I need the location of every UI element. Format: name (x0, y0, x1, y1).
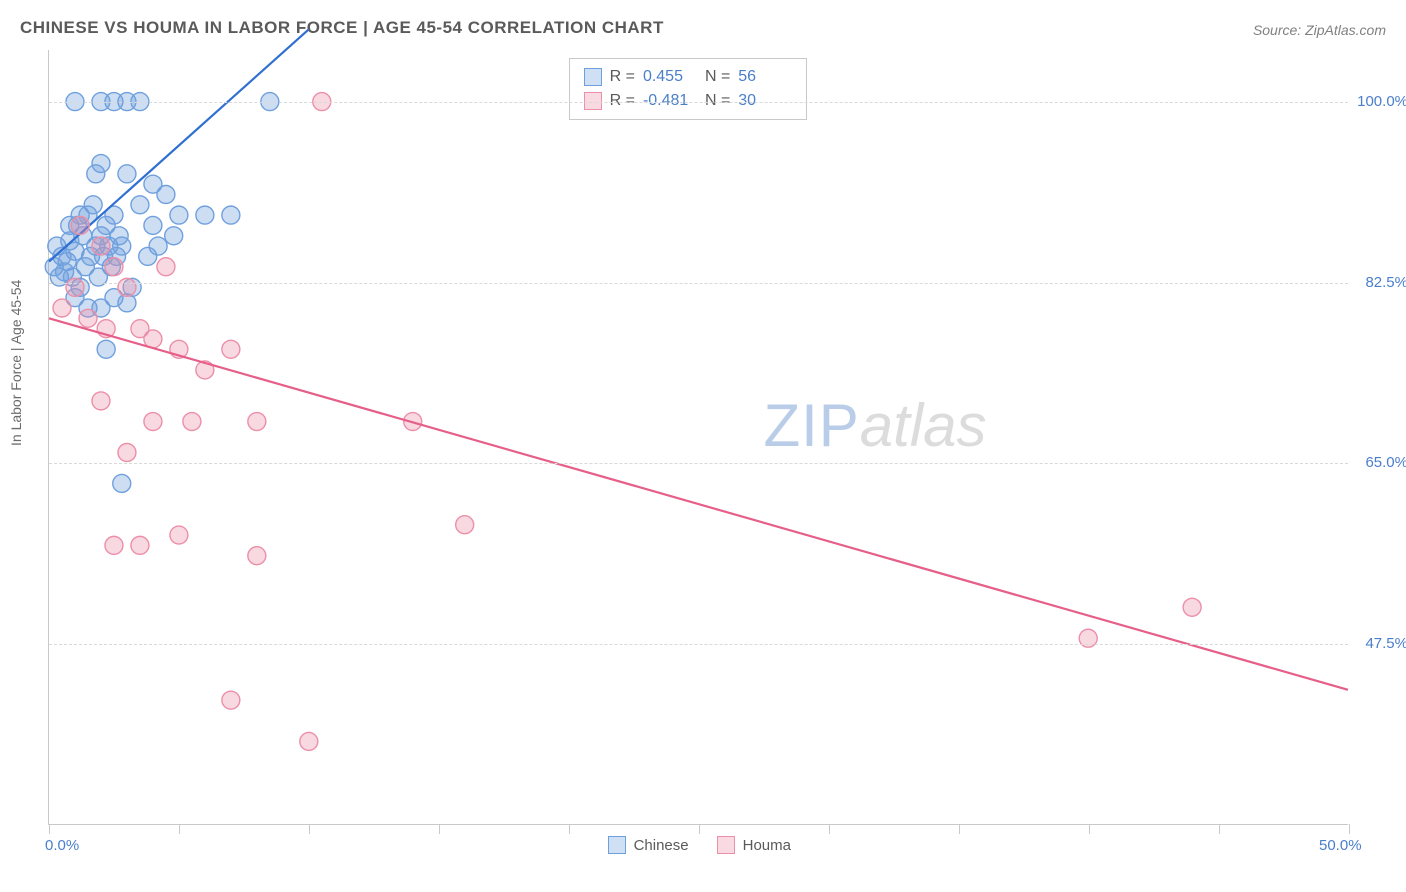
chart-title: CHINESE VS HOUMA IN LABOR FORCE | AGE 45… (20, 18, 664, 38)
data-point (92, 392, 110, 410)
stat-n-value: 56 (738, 68, 792, 86)
x-tick (569, 824, 570, 834)
legend-swatch (717, 836, 735, 854)
data-point (183, 413, 201, 431)
data-point (456, 516, 474, 534)
x-tick (829, 824, 830, 834)
data-point (92, 237, 110, 255)
data-point (170, 526, 188, 544)
y-tick-label: 65.0% (1352, 454, 1406, 471)
data-point (300, 732, 318, 750)
trend-line (49, 318, 1348, 690)
data-point (105, 536, 123, 554)
chart-svg (49, 50, 1348, 824)
data-point (53, 299, 71, 317)
data-point (118, 443, 136, 461)
data-point (105, 258, 123, 276)
data-point (131, 536, 149, 554)
data-point (248, 547, 266, 565)
data-point (66, 278, 84, 296)
gridline-h (49, 102, 1348, 103)
y-axis-label: In Labor Force | Age 45-54 (8, 280, 24, 446)
legend-swatch (584, 68, 602, 86)
data-point (144, 175, 162, 193)
data-point (248, 413, 266, 431)
stat-n-label: N = (705, 68, 730, 86)
x-tick (439, 824, 440, 834)
data-point (131, 196, 149, 214)
data-point (92, 155, 110, 173)
x-tick (49, 824, 50, 834)
data-point (222, 691, 240, 709)
chart-container: CHINESE VS HOUMA IN LABOR FORCE | AGE 45… (0, 0, 1406, 892)
stat-r-label: R = (610, 68, 635, 86)
data-point (113, 474, 131, 492)
data-point (165, 227, 183, 245)
data-point (113, 237, 131, 255)
data-point (71, 216, 89, 234)
x-tick (179, 824, 180, 834)
x-tick (1349, 824, 1350, 834)
x-tick (699, 824, 700, 834)
legend-series-item: Houma (717, 836, 791, 854)
x-tick (1089, 824, 1090, 834)
legend-stats-row: R = 0.455 N = 56 (584, 65, 793, 89)
y-tick-label: 47.5% (1352, 635, 1406, 652)
data-point (222, 206, 240, 224)
plot-area: ZIPatlas R =0.455N =56R =-0.481N =30 Chi… (48, 50, 1348, 825)
data-point (222, 340, 240, 358)
data-point (97, 340, 115, 358)
x-tick (309, 824, 310, 834)
data-point (144, 413, 162, 431)
data-point (1183, 598, 1201, 616)
x-tick (959, 824, 960, 834)
y-tick-label: 100.0% (1352, 93, 1406, 110)
data-point (118, 165, 136, 183)
x-tick-label: 50.0% (1319, 837, 1362, 854)
data-point (157, 258, 175, 276)
stat-r-value: 0.455 (643, 68, 697, 86)
data-point (196, 206, 214, 224)
y-tick-label: 82.5% (1352, 274, 1406, 291)
x-tick-label: 0.0% (45, 837, 79, 854)
data-point (118, 278, 136, 296)
legend-swatch (608, 836, 626, 854)
source-attribution: Source: ZipAtlas.com (1253, 22, 1386, 38)
gridline-h (49, 283, 1348, 284)
data-point (144, 216, 162, 234)
gridline-h (49, 644, 1348, 645)
data-point (149, 237, 167, 255)
x-tick (1219, 824, 1220, 834)
legend-series-item: Chinese (608, 836, 689, 854)
legend-series-label: Houma (743, 837, 791, 854)
legend-series: Chinese Houma (608, 836, 791, 854)
data-point (170, 206, 188, 224)
legend-series-label: Chinese (634, 837, 689, 854)
gridline-h (49, 463, 1348, 464)
data-point (79, 309, 97, 327)
legend-stats-box: R =0.455N =56R =-0.481N =30 (569, 58, 808, 120)
